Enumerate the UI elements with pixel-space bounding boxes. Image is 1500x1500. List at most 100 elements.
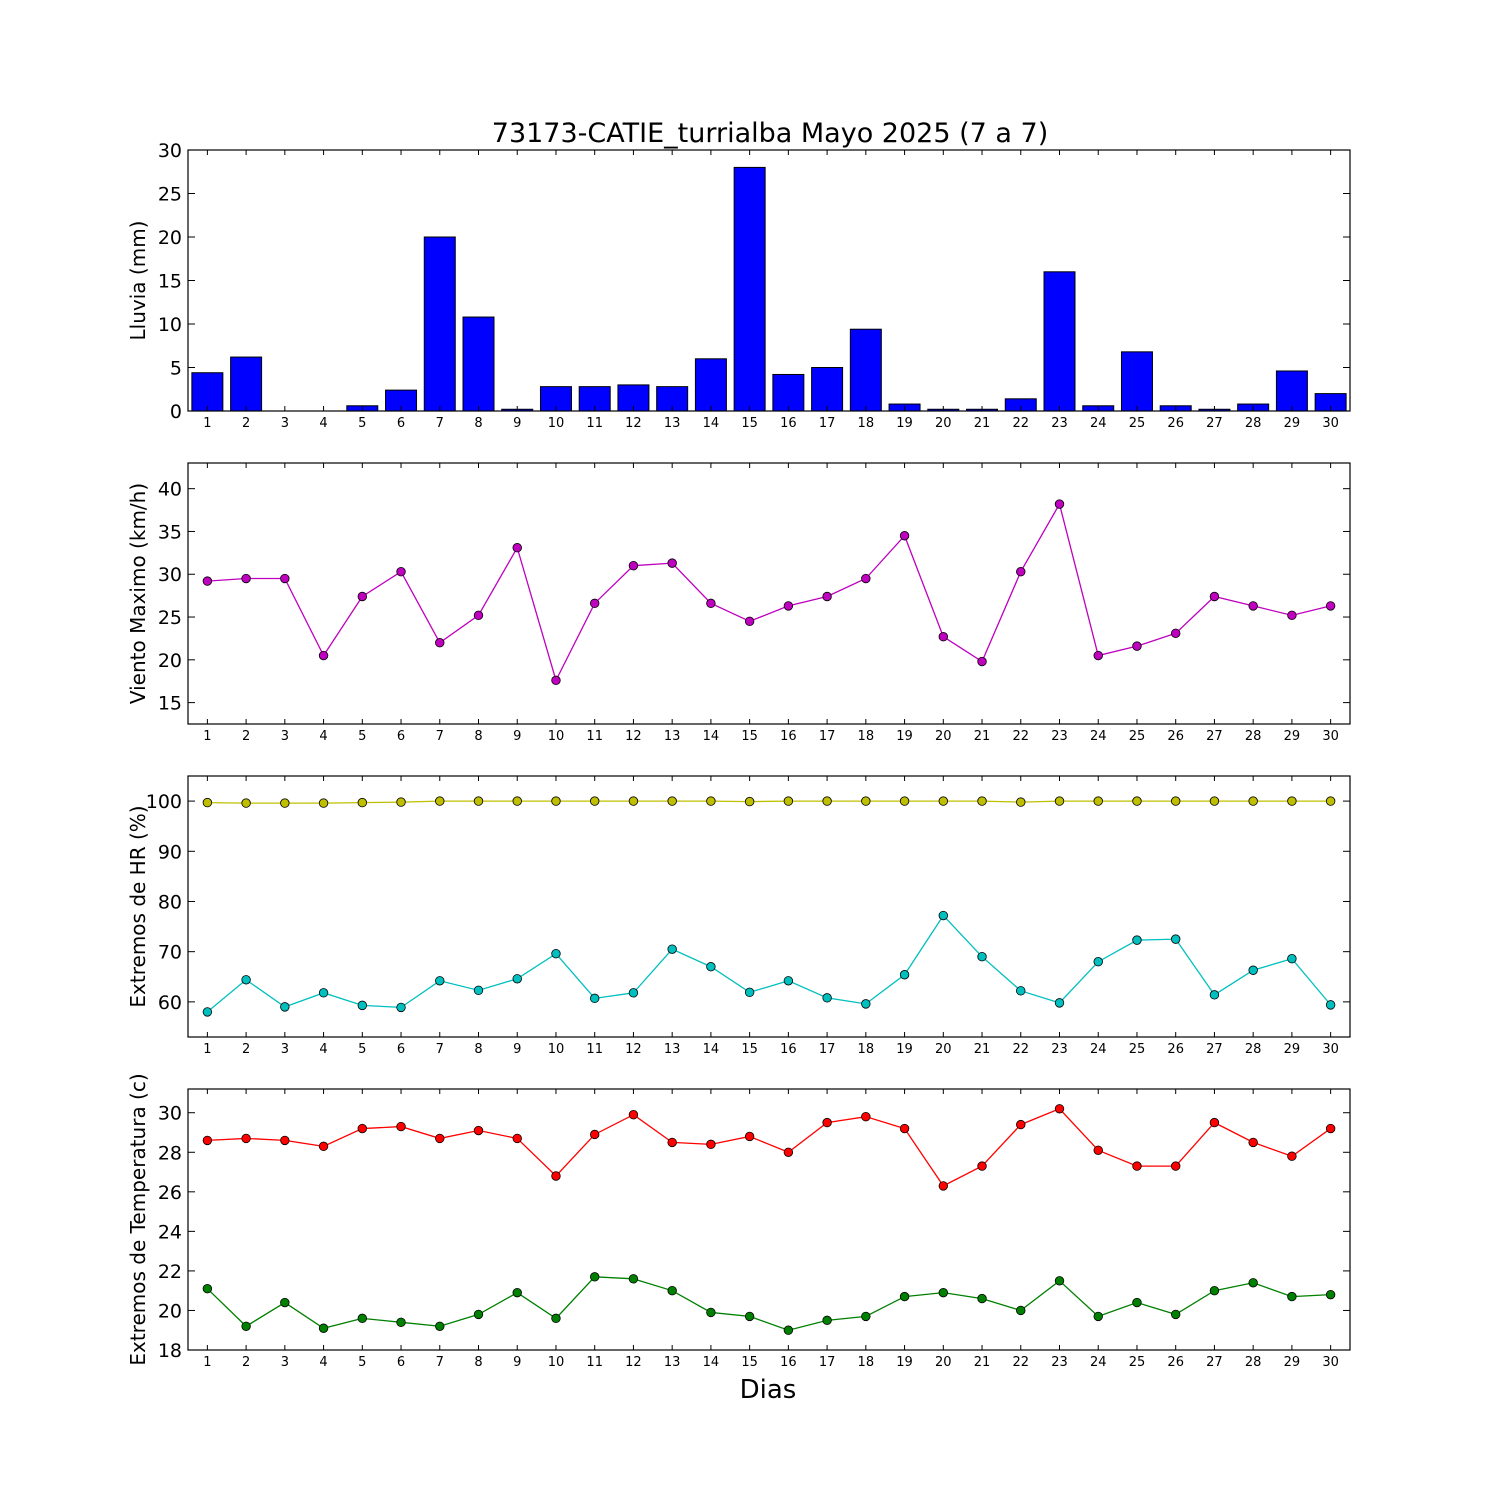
point-series-1-day-15 [744, 616, 755, 627]
point-series-2-day-26 [1170, 934, 1181, 944]
x-tick-label: 1 [203, 729, 211, 744]
point-series-2-day-6 [396, 1002, 406, 1013]
x-tick-label: 27 [1206, 1355, 1223, 1370]
series-line-1 [207, 800, 1331, 804]
x-tick-label: 29 [1284, 416, 1301, 431]
bar-day-25 [1120, 351, 1153, 412]
point-series-1-day-14 [706, 796, 716, 806]
x-tick-label: 9 [513, 1042, 521, 1057]
x-tick-label: 28 [1245, 1042, 1262, 1057]
point-series-1-day-18 [861, 1111, 871, 1122]
point-series-1-day-1 [202, 1135, 213, 1146]
y-tick-label: 10 [158, 314, 182, 336]
point-series-2-day-13 [667, 1285, 677, 1296]
y-tick-label: 24 [158, 1221, 182, 1243]
x-tick-label: 24 [1090, 416, 1107, 431]
point-series-1-day-10 [551, 1171, 561, 1181]
point-series-1-day-26 [1170, 628, 1181, 638]
x-tick-label: 3 [281, 1355, 289, 1370]
point-series-1-day-20 [938, 796, 949, 806]
x-tick-label: 13 [664, 1042, 681, 1057]
point-series-1-day-19 [899, 796, 910, 806]
point-series-1-day-9 [512, 1133, 522, 1144]
point-series-2-day-29 [1287, 1291, 1297, 1302]
point-series-2-day-16 [783, 976, 794, 986]
point-series-1-day-3 [280, 798, 290, 808]
x-tick-label: 15 [741, 1355, 758, 1370]
x-tick-label: 8 [474, 1355, 482, 1370]
point-series-1-day-3 [280, 1135, 290, 1146]
point-series-1-day-20 [938, 1181, 949, 1191]
x-tick-label: 27 [1206, 729, 1223, 744]
x-tick-label: 10 [548, 416, 565, 431]
point-series-2-day-7 [435, 976, 445, 986]
point-series-1-day-24 [1093, 796, 1103, 806]
point-series-1-day-13 [667, 1137, 677, 1148]
point-series-1-day-22 [1016, 1119, 1026, 1130]
x-tick-label: 26 [1167, 1355, 1184, 1370]
x-tick-label: 30 [1322, 1355, 1339, 1370]
x-tick-label: 2 [242, 1042, 250, 1057]
point-series-1-day-24 [1093, 650, 1103, 661]
point-series-1-day-9 [512, 796, 522, 806]
y-tick-label: 15 [158, 693, 182, 715]
x-tick-label: 25 [1129, 1355, 1146, 1370]
point-series-1-day-24 [1093, 1145, 1103, 1156]
point-series-2-day-7 [435, 1321, 445, 1331]
x-tick-label: 2 [242, 729, 250, 744]
point-series-1-day-1 [202, 797, 213, 808]
chart-panel-4: 1 2 3 4 5 6 7 8 9 10 11 12 13 14 15 16 17 18 19 20 21 22 23 24 2… [126, 1073, 1351, 1370]
x-tick-label: 8 [474, 1042, 482, 1057]
point-series-1-day-1 [202, 576, 213, 586]
x-tick-label: 6 [397, 729, 405, 744]
axes-frame [187, 775, 1351, 1038]
x-tick-label: 11 [586, 1042, 603, 1057]
point-series-1-day-25 [1132, 1161, 1142, 1171]
point-series-2-day-18 [861, 999, 871, 1009]
point-series-1-day-15 [744, 796, 755, 807]
x-tick-label: 29 [1284, 729, 1301, 744]
point-series-1-day-23 [1054, 1104, 1065, 1114]
x-tick-label: 5 [358, 1042, 366, 1057]
point-series-1-day-27 [1209, 1117, 1220, 1128]
x-tick-label: 1 [203, 1355, 211, 1370]
point-series-2-day-30 [1325, 1000, 1336, 1010]
x-tick-label: 15 [741, 729, 758, 744]
point-series-2-day-24 [1093, 1311, 1103, 1322]
x-tick-label: 28 [1245, 1355, 1262, 1370]
point-series-1-day-10 [551, 675, 561, 686]
point-series-1-day-29 [1287, 1151, 1297, 1161]
x-tick-label: 23 [1051, 1355, 1068, 1370]
bar-day-17 [811, 367, 844, 412]
x-tick-label: 7 [436, 1355, 444, 1370]
x-tick-label: 12 [625, 1355, 642, 1370]
point-series-1-day-6 [396, 566, 406, 577]
axes-frame [187, 149, 1351, 412]
point-series-1-day-7 [435, 638, 445, 648]
point-series-1-day-23 [1054, 796, 1065, 806]
chart-title: 73173-CATIE_turrialba Mayo 2025 (7 a 7) [492, 118, 1048, 149]
x-tick-label: 30 [1322, 1042, 1339, 1057]
point-series-2-day-29 [1287, 954, 1297, 964]
x-tick-label: 6 [397, 1355, 405, 1370]
x-tick-label: 4 [319, 1355, 327, 1370]
x-tick-label: 2 [242, 416, 250, 431]
x-tick-label: 13 [664, 416, 681, 431]
x-tick-label: 16 [780, 1355, 797, 1370]
point-series-1-day-14 [706, 1139, 716, 1150]
x-tick-label: 16 [780, 1042, 797, 1057]
point-series-2-day-9 [512, 974, 522, 984]
point-series-2-day-1 [202, 1007, 213, 1017]
point-series-2-day-2 [241, 1321, 251, 1331]
point-series-1-day-13 [667, 796, 677, 806]
point-series-2-day-11 [590, 1272, 600, 1282]
chart-panel-1: 1 2 3 4 5 6 7 8 9 10 11 12 13 14 15 16 17 18 19 20 21 22 23 24 2… [126, 140, 1351, 431]
x-tick-label: 6 [397, 416, 405, 431]
x-tick-label: 17 [819, 1355, 836, 1370]
x-tick-label: 15 [741, 416, 758, 431]
point-series-2-day-5 [357, 1313, 368, 1324]
point-series-1-day-5 [357, 1123, 368, 1134]
point-series-1-day-11 [590, 1129, 600, 1140]
point-series-2-day-22 [1016, 1305, 1026, 1316]
